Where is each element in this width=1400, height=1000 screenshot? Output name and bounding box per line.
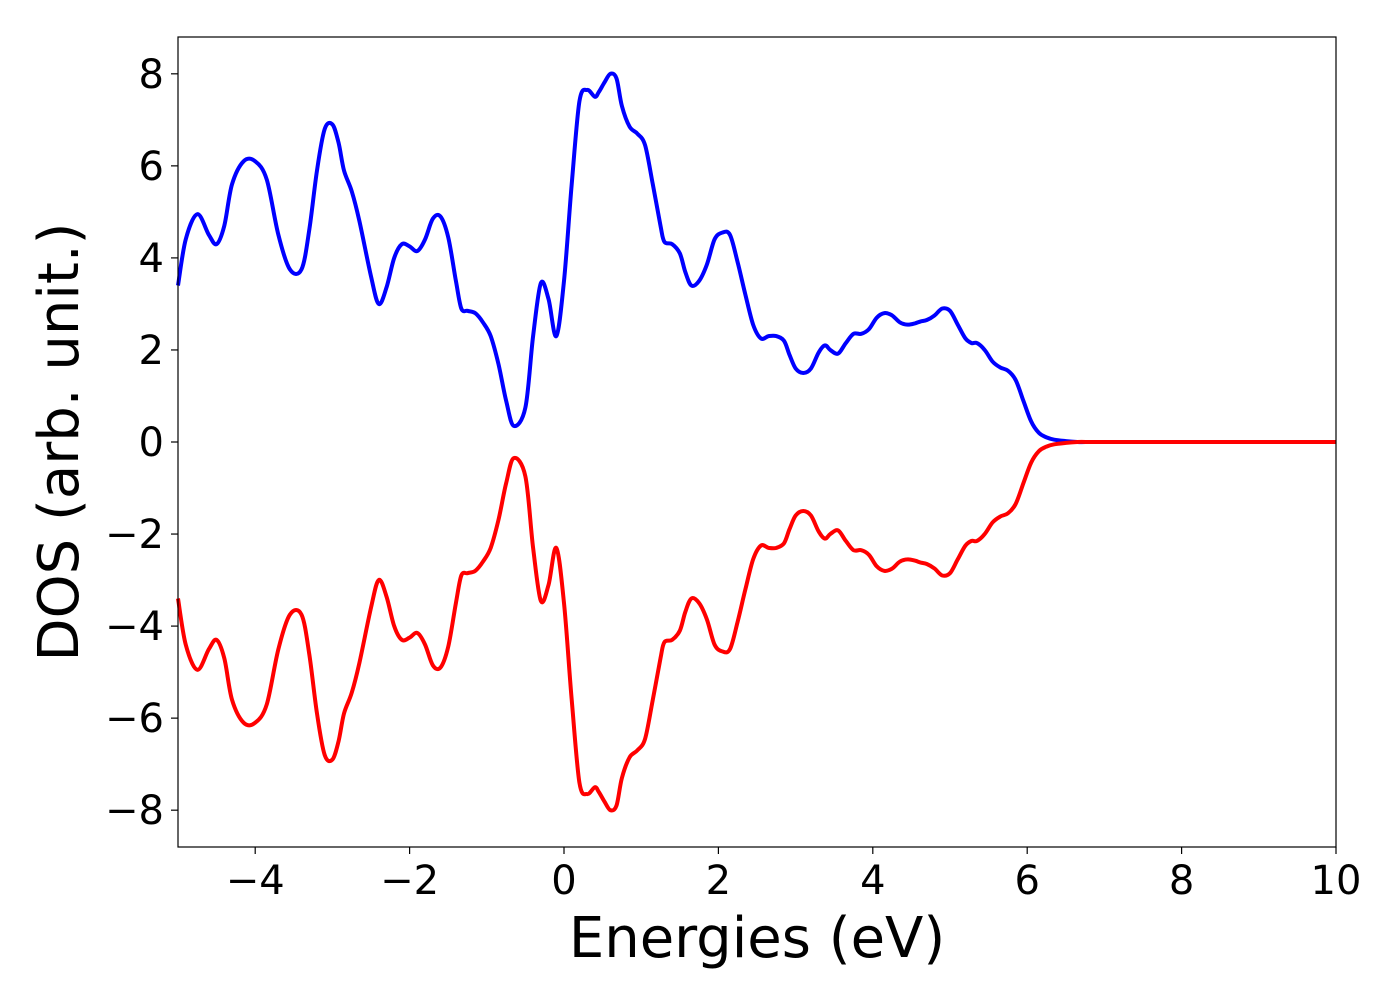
x-tick-label: 2 xyxy=(706,858,731,904)
plot-frame xyxy=(177,36,1337,848)
y-tick-label: −6 xyxy=(105,696,164,742)
y-tick-label: 4 xyxy=(139,236,164,282)
y-tick-label: 6 xyxy=(139,144,164,190)
y-tick-label: 2 xyxy=(139,328,164,374)
y-tick-label: −2 xyxy=(105,512,164,558)
x-tick-label: 8 xyxy=(1169,858,1194,904)
x-tick-label: −4 xyxy=(226,858,285,904)
series-layer xyxy=(176,71,1336,813)
y-tick-label: −4 xyxy=(105,604,164,650)
x-tick-label: 6 xyxy=(1014,858,1039,904)
x-tick-label: 0 xyxy=(551,858,576,904)
y-tick-label: −8 xyxy=(105,788,164,834)
tick-layer: −4 −2 0 2 4 6 8 10 8 6 4 2 0 −2 −4 −6 −8 xyxy=(105,52,1361,904)
x-tick-label: −2 xyxy=(380,858,439,904)
y-axis-title: DOS (arb. unit.) xyxy=(27,222,92,661)
x-axis-title: Energies (eV) xyxy=(569,906,945,971)
x-tick-label: 4 xyxy=(860,858,885,904)
y-tick-label: 8 xyxy=(139,52,164,98)
series-line-1 xyxy=(176,439,1336,813)
x-tick-label: 10 xyxy=(1311,858,1362,904)
y-tick-label: 0 xyxy=(139,420,164,466)
